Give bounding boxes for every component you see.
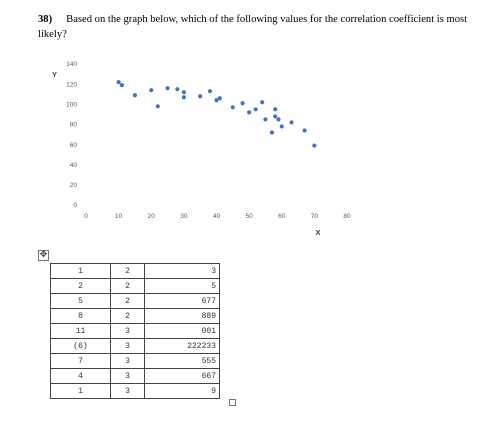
data-point: [165, 86, 170, 91]
data-point: [289, 120, 294, 125]
data-point: [273, 114, 278, 119]
scatter-chart: Y X 0 20 40 60 80 100 120 140 0 10 20 30 40 50 60 70 80: [52, 61, 351, 237]
x-tick-label: 60: [278, 213, 286, 220]
data-point: [207, 89, 213, 94]
table-row: 4 3 667: [50, 368, 220, 384]
cell-col2[interactable]: 3: [110, 338, 145, 354]
y-tick-label: 40: [70, 162, 78, 169]
y-tick-label: 120: [66, 81, 77, 88]
cell-col1[interactable]: 8: [50, 308, 111, 324]
table-row: 7 3 555: [50, 353, 220, 369]
y-tick-label: 20: [70, 182, 78, 189]
cell-col3[interactable]: 9: [144, 383, 220, 399]
table-row: 8 2 889: [50, 308, 220, 324]
cell-col3[interactable]: 001: [144, 323, 220, 339]
cell-col3[interactable]: 3: [144, 263, 220, 279]
data-point: [149, 88, 154, 93]
y-tick-label: 0: [73, 202, 77, 209]
x-tick-label: 80: [343, 213, 351, 220]
data-point: [217, 96, 222, 101]
cell-col2[interactable]: 2: [110, 308, 145, 324]
y-tick-label: 60: [70, 142, 78, 149]
cell-col2[interactable]: 3: [110, 353, 145, 369]
table-row: 5 2 677: [50, 293, 220, 309]
question-text-block: 38) Based on the graph below, which of th…: [38, 12, 483, 42]
stem-leaf-table: 1 2 3 2 2 5 5 2 677 8 2 889 11 3 001 (6) 3 222233 7 3 555 4 3 6…: [50, 263, 220, 399]
data-point: [181, 90, 186, 95]
cell-col1[interactable]: 5: [50, 293, 111, 309]
table-row: (6) 3 222233: [50, 338, 220, 354]
data-point: [132, 93, 138, 98]
data-point: [214, 98, 219, 103]
cell-col2[interactable]: 2: [110, 278, 145, 294]
cell-col3[interactable]: 555: [144, 353, 220, 369]
y-tick-label: 140: [66, 61, 77, 68]
data-point: [302, 128, 307, 133]
cell-col1[interactable]: 1: [50, 263, 111, 279]
data-point: [260, 100, 265, 105]
cell-col3[interactable]: 677: [144, 293, 220, 309]
x-tick-label: 70: [311, 213, 319, 220]
move-handle-icon[interactable]: ✥: [38, 250, 49, 261]
question-prompt: Based on the graph below, which of the f…: [38, 14, 468, 40]
data-point: [230, 105, 235, 110]
table-row: 11 3 001: [50, 323, 220, 339]
data-point: [155, 104, 160, 109]
data-point: [273, 107, 278, 112]
x-tick-label: 30: [180, 213, 188, 220]
y-axis-title: Y: [52, 70, 57, 79]
data-point: [198, 94, 203, 99]
resize-handle-icon[interactable]: [229, 399, 236, 406]
x-tick-label: 50: [246, 213, 254, 220]
cell-col1[interactable]: 7: [50, 353, 111, 369]
cell-col1[interactable]: 4: [50, 368, 111, 384]
data-point: [119, 83, 124, 88]
x-tick-label: 10: [115, 213, 123, 220]
cell-col2[interactable]: 3: [110, 383, 145, 399]
data-point: [181, 95, 186, 100]
y-tick-label: 100: [66, 101, 77, 108]
x-axis-title: X: [315, 228, 320, 237]
cell-col2[interactable]: 3: [110, 368, 145, 384]
cell-col1[interactable]: 2: [50, 278, 111, 294]
x-tick-label: 40: [213, 213, 221, 220]
data-point: [253, 107, 258, 112]
cell-col1[interactable]: (6): [50, 338, 111, 354]
cell-col3[interactable]: 667: [144, 368, 220, 384]
cell-col1[interactable]: 1: [50, 383, 111, 399]
data-point: [269, 130, 275, 135]
data-point: [175, 87, 180, 92]
x-tick-label: 0: [84, 213, 88, 220]
y-tick-label: 80: [70, 122, 78, 129]
cell-col3[interactable]: 889: [144, 308, 220, 324]
cell-col3[interactable]: 222233: [144, 338, 220, 354]
data-point: [247, 110, 252, 115]
cell-col1[interactable]: 11: [50, 323, 111, 339]
data-point: [276, 117, 281, 122]
data-point: [263, 117, 268, 122]
data-point: [240, 101, 245, 106]
cell-col3[interactable]: 5: [144, 278, 220, 294]
data-point: [279, 124, 284, 129]
cell-col2[interactable]: 2: [110, 263, 145, 279]
data-point: [312, 143, 317, 148]
cell-col2[interactable]: 3: [110, 323, 145, 339]
x-tick-label: 20: [148, 213, 156, 220]
cell-col2[interactable]: 2: [110, 293, 145, 309]
question-number: 38): [38, 14, 53, 25]
data-point: [116, 80, 121, 85]
